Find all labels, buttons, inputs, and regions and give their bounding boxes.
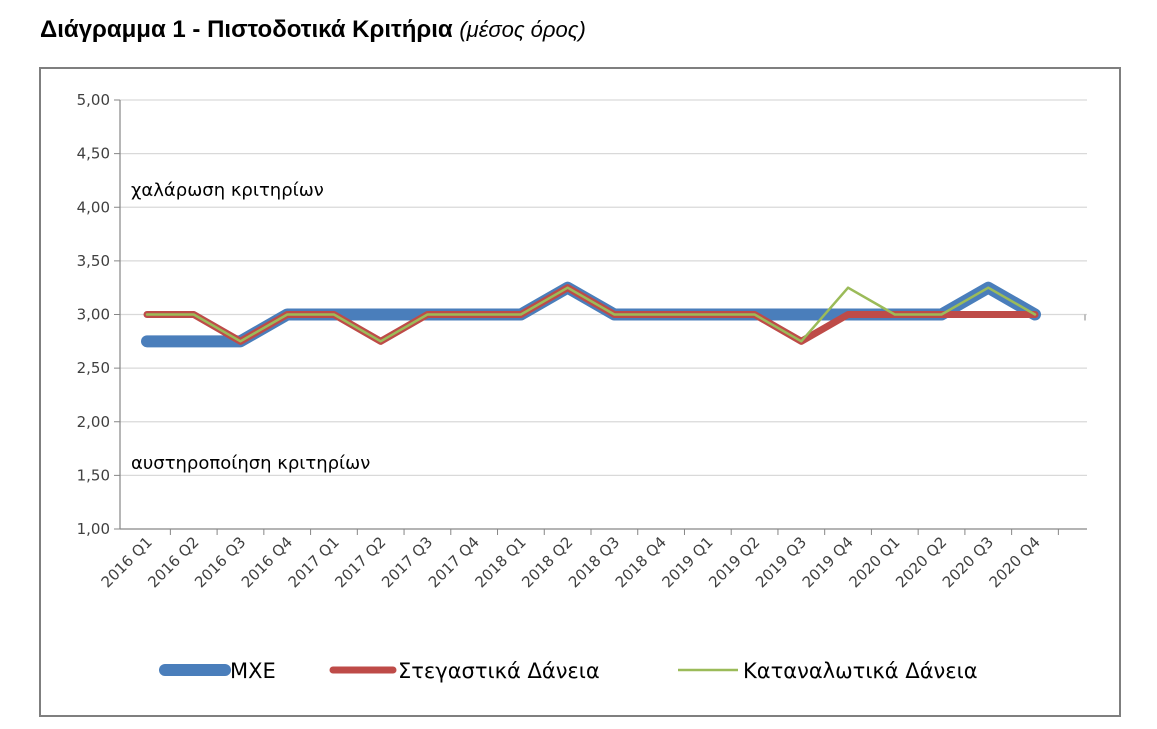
chart-title: Διάγραμμα 1 - Πιστοδοτικά Κριτήρια (μέσο… xyxy=(40,16,586,44)
series-lines xyxy=(141,281,1041,348)
chart-frame xyxy=(39,67,1121,717)
title-text: Διάγραμμα 1 - Πιστοδοτικά Κριτήρια xyxy=(40,16,453,43)
y-tick-label: 2,50 xyxy=(77,359,110,377)
gridlines xyxy=(114,99,1087,535)
y-tick-label: 5,00 xyxy=(77,91,110,109)
y-tick-label: 3,50 xyxy=(77,252,110,270)
y-tick-label: 3,00 xyxy=(77,306,110,324)
y-tick-label: 1,00 xyxy=(77,520,110,538)
y-tick-label: 4,00 xyxy=(77,198,110,216)
y-axis-ticks: 1,00 1,50 2,00 2,50 3,00 3,50 4,00 4,50 5,00 xyxy=(77,91,110,538)
legend: ΜΧΕ Στεγαστικά Δάνεια Καταναλωτικά Δάνεια xyxy=(159,659,978,683)
legend-label: Στεγαστικά Δάνεια xyxy=(398,659,600,683)
y-tick-label: 2,00 xyxy=(77,413,110,431)
x-tick-label: 2020 Q4 xyxy=(986,533,1044,591)
annotation-easing: χαλάρωση κριτηρίων xyxy=(131,180,324,201)
y-tick-label: 1,50 xyxy=(77,466,110,484)
subtitle-text: (μέσος όρος) xyxy=(459,17,586,42)
legend-label: ΜΧΕ xyxy=(230,659,276,683)
y-tick-label: 4,50 xyxy=(77,145,110,163)
annotation-tightening: αυστηροποίηση κριτηρίων xyxy=(131,453,370,474)
legend-label: Καταναλωτικά Δάνεια xyxy=(743,659,978,683)
series-line-2 xyxy=(145,286,1037,343)
